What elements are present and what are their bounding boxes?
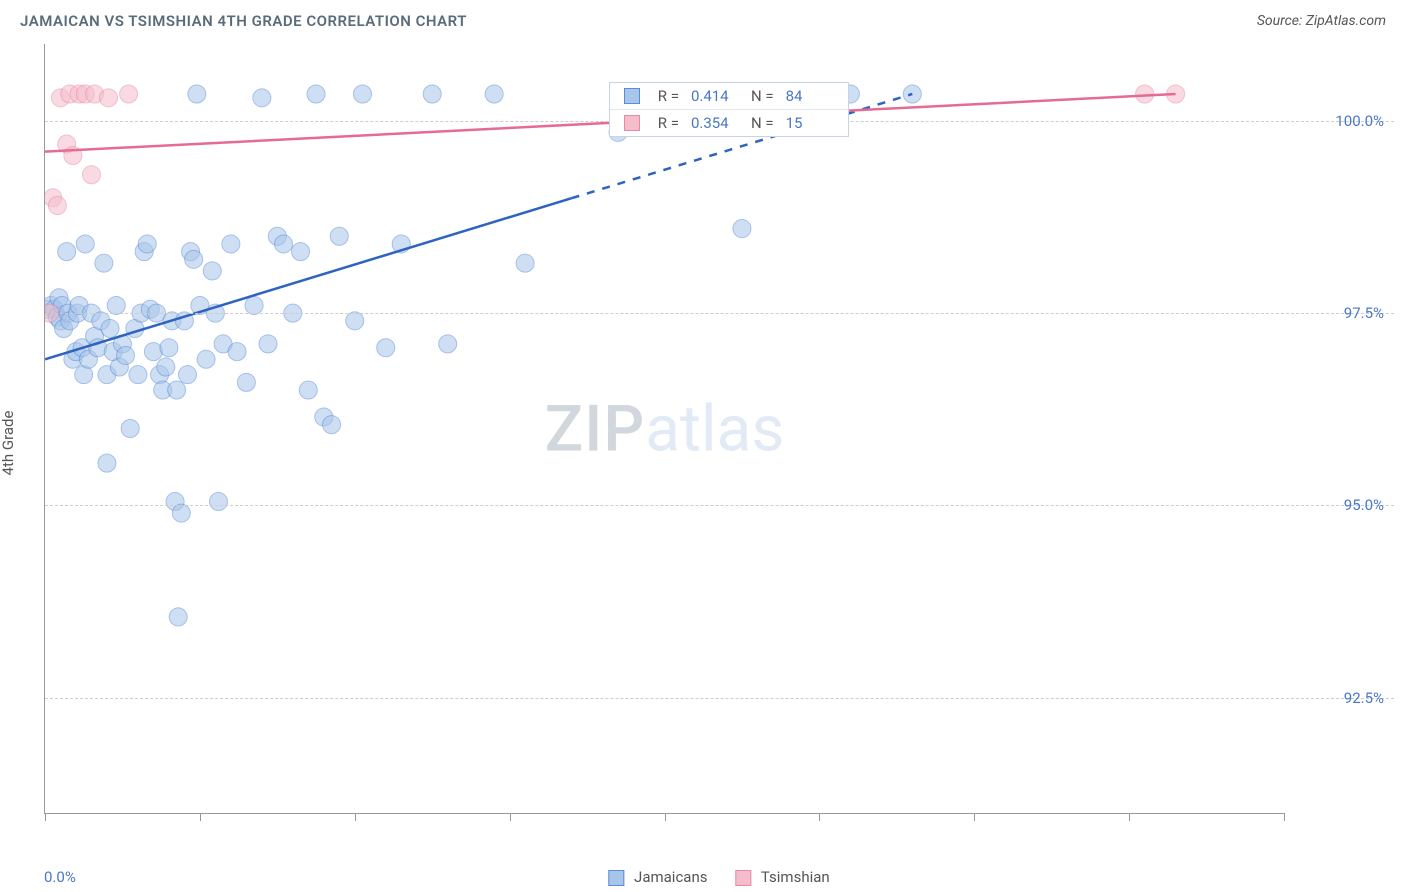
legend-r-value: 0.354 bbox=[691, 114, 739, 132]
data-point bbox=[1136, 85, 1154, 103]
data-point bbox=[439, 335, 457, 353]
data-point bbox=[169, 608, 187, 626]
data-point bbox=[82, 166, 100, 184]
data-point bbox=[353, 85, 371, 103]
data-point bbox=[516, 254, 534, 272]
data-point bbox=[377, 339, 395, 357]
data-point bbox=[485, 85, 503, 103]
data-point bbox=[275, 235, 293, 253]
chart-area: 4th Grade ZIPatlas R = 0.414 N = 84 R = … bbox=[44, 44, 1394, 842]
gridline-h bbox=[45, 505, 1394, 506]
x-tick bbox=[355, 813, 356, 821]
data-point bbox=[172, 504, 190, 522]
x-tick bbox=[1284, 813, 1285, 821]
data-point bbox=[197, 350, 215, 368]
legend-swatch bbox=[608, 870, 624, 886]
x-tick bbox=[1129, 813, 1130, 821]
legend-item: Tsimshian bbox=[735, 868, 829, 886]
data-point bbox=[144, 343, 162, 361]
x-axis-min-label: 0.0% bbox=[44, 868, 76, 886]
legend-r-value: 0.414 bbox=[691, 87, 739, 105]
data-point bbox=[120, 85, 138, 103]
legend-swatch bbox=[624, 115, 640, 131]
data-point bbox=[157, 358, 175, 376]
legend-r-label: R = bbox=[658, 114, 679, 132]
legend-n-label: N = bbox=[751, 87, 774, 105]
data-point bbox=[228, 343, 246, 361]
x-tick bbox=[510, 813, 511, 821]
data-point bbox=[259, 335, 277, 353]
y-axis-label: 4th Grade bbox=[0, 411, 17, 476]
y-tick-label: 97.5% bbox=[1294, 304, 1384, 322]
data-point bbox=[48, 196, 66, 214]
legend-item: Jamaicans bbox=[608, 868, 707, 886]
data-point bbox=[237, 373, 255, 391]
data-point bbox=[160, 339, 178, 357]
y-tick-label: 100.0% bbox=[1294, 112, 1384, 130]
legend-r-label: R = bbox=[658, 87, 679, 105]
data-point bbox=[168, 381, 186, 399]
data-point bbox=[253, 89, 271, 107]
data-point bbox=[58, 243, 76, 261]
data-point bbox=[99, 89, 117, 107]
legend-n-value: 84 bbox=[786, 87, 834, 105]
data-point bbox=[178, 366, 196, 384]
trend-line bbox=[45, 198, 572, 359]
y-tick-label: 92.5% bbox=[1294, 689, 1384, 707]
data-point bbox=[185, 250, 203, 268]
legend-stats-row: R = 0.414 N = 84 bbox=[610, 83, 848, 109]
y-tick-label: 95.0% bbox=[1294, 496, 1384, 514]
data-point bbox=[346, 312, 364, 330]
data-point bbox=[423, 85, 441, 103]
legend-label: Jamaicans bbox=[634, 868, 707, 886]
legend-stats: R = 0.414 N = 84 R = 0.354 N = 15 bbox=[609, 82, 849, 137]
legend-series: Jamaicans Tsimshian bbox=[608, 868, 829, 886]
legend-swatch bbox=[624, 88, 640, 104]
data-point bbox=[95, 254, 113, 272]
data-point bbox=[203, 262, 221, 280]
data-point bbox=[330, 227, 348, 245]
legend-n-label: N = bbox=[751, 114, 774, 132]
data-point bbox=[307, 85, 325, 103]
data-point bbox=[101, 320, 119, 338]
data-point bbox=[138, 235, 156, 253]
data-point bbox=[299, 381, 317, 399]
data-point bbox=[323, 416, 341, 434]
data-point bbox=[129, 366, 147, 384]
data-point bbox=[117, 346, 135, 364]
chart-source: Source: ZipAtlas.com bbox=[1257, 13, 1386, 29]
x-tick bbox=[819, 813, 820, 821]
data-point bbox=[733, 220, 751, 238]
data-point bbox=[98, 454, 116, 472]
data-point bbox=[121, 420, 139, 438]
data-point bbox=[188, 85, 206, 103]
legend-label: Tsimshian bbox=[761, 868, 830, 886]
legend-swatch bbox=[735, 870, 751, 886]
legend-stats-row: R = 0.354 N = 15 bbox=[610, 109, 848, 136]
x-tick bbox=[974, 813, 975, 821]
legend-n-value: 15 bbox=[786, 114, 834, 132]
data-point bbox=[107, 296, 125, 314]
x-tick bbox=[665, 813, 666, 821]
data-point bbox=[222, 235, 240, 253]
x-tick bbox=[45, 813, 46, 821]
data-point bbox=[209, 493, 227, 511]
data-point bbox=[76, 235, 94, 253]
data-point bbox=[245, 296, 263, 314]
data-point bbox=[292, 243, 310, 261]
chart-title: JAMAICAN VS TSIMSHIAN 4TH GRADE CORRELAT… bbox=[20, 12, 467, 30]
gridline-h bbox=[45, 698, 1394, 699]
gridline-h bbox=[45, 313, 1394, 314]
plot-area: ZIPatlas R = 0.414 N = 84 R = 0.354 N = … bbox=[44, 44, 1284, 814]
x-tick bbox=[200, 813, 201, 821]
